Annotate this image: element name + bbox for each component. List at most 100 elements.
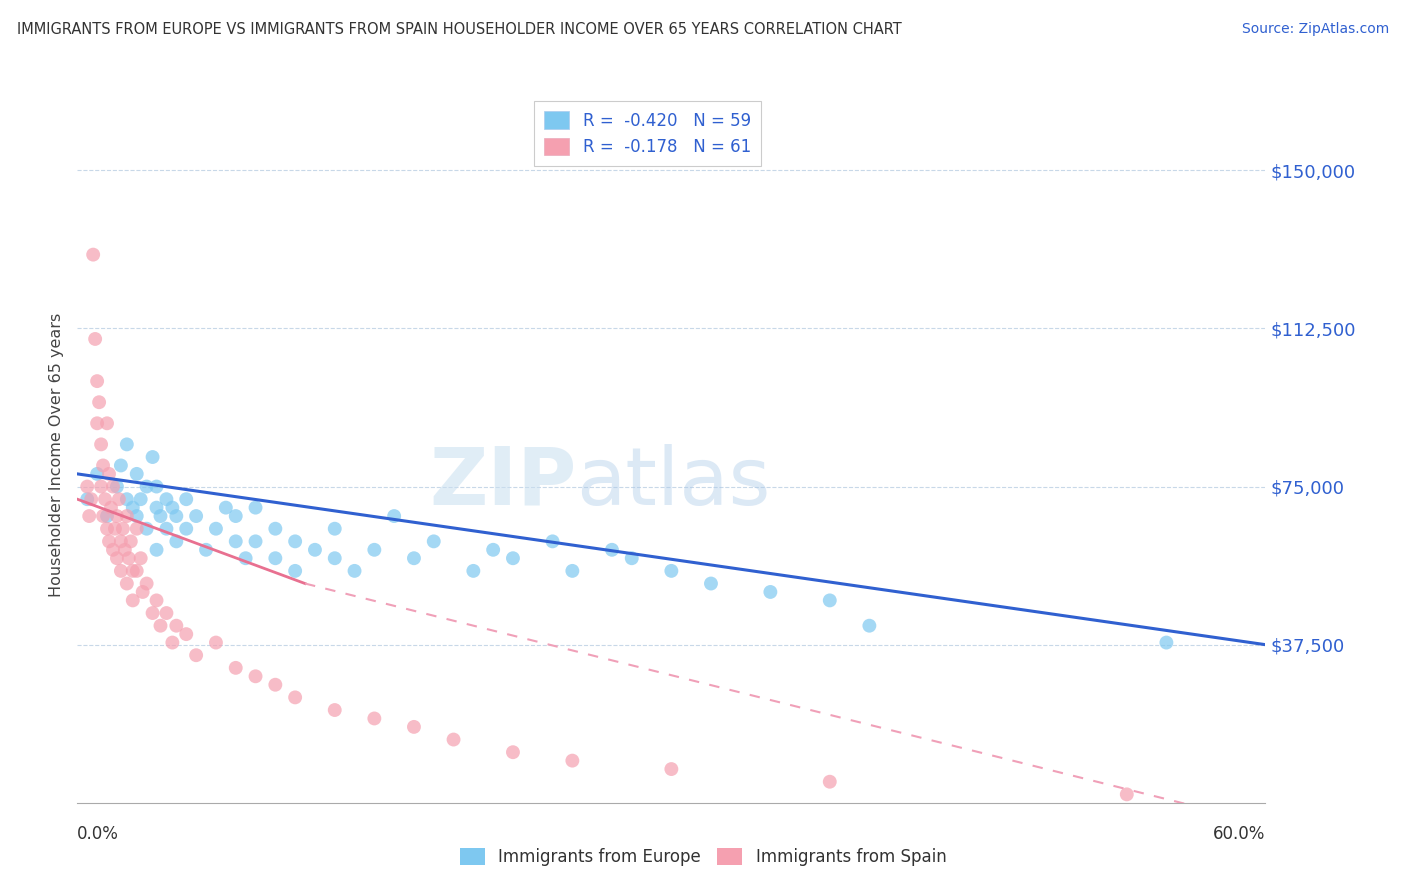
Point [86, 374, 108, 388]
Point [125, 522, 148, 536]
Point [323, 703, 346, 717]
Point [818, 774, 841, 789]
Point [284, 534, 307, 549]
Point [101, 542, 124, 557]
Point [382, 509, 405, 524]
Point [142, 450, 165, 464]
Point [100, 500, 122, 515]
Point [135, 479, 157, 493]
Point [96, 509, 118, 524]
Point [149, 618, 172, 632]
Point [225, 661, 247, 675]
Point [80, 492, 103, 507]
Point [121, 564, 143, 578]
Point [91, 509, 114, 524]
Point [98, 534, 121, 549]
Point [105, 479, 128, 493]
Legend: R =  -0.420   N = 59, R =  -0.178   N = 61: R = -0.420 N = 59, R = -0.178 N = 61 [534, 102, 761, 166]
Point [165, 509, 187, 524]
Point [96, 417, 118, 431]
Point [759, 585, 782, 599]
Point [131, 585, 153, 599]
Point [245, 669, 267, 683]
Point [135, 576, 157, 591]
Point [225, 509, 247, 524]
Point [264, 678, 287, 692]
Y-axis label: Householder Income Over 65 years: Householder Income Over 65 years [49, 313, 65, 597]
Point [110, 534, 132, 549]
Point [700, 576, 723, 591]
Point [284, 564, 307, 578]
Point [174, 522, 197, 536]
Point [1115, 788, 1137, 802]
Text: ZIP: ZIP [429, 443, 576, 522]
Point [82, 247, 104, 261]
Point [174, 492, 197, 507]
Point [264, 522, 287, 536]
Point [149, 509, 172, 524]
Point [115, 437, 138, 451]
Point [235, 551, 257, 566]
Point [76, 492, 98, 507]
Point [114, 542, 136, 557]
Point [86, 467, 108, 481]
Point [145, 593, 167, 607]
Point [104, 522, 127, 536]
Point [165, 618, 187, 632]
Point [94, 492, 117, 507]
Point [145, 479, 167, 493]
Point [343, 564, 366, 578]
Point [174, 627, 197, 641]
Point [125, 467, 148, 481]
Point [142, 606, 165, 620]
Point [145, 542, 167, 557]
Point [661, 564, 683, 578]
Point [121, 500, 143, 515]
Point [661, 762, 683, 776]
Point [402, 551, 425, 566]
Point [186, 509, 208, 524]
Point [145, 500, 167, 515]
Point [304, 542, 326, 557]
Legend: Immigrants from Europe, Immigrants from Spain: Immigrants from Europe, Immigrants from … [451, 840, 955, 875]
Point [620, 551, 643, 566]
Point [125, 564, 148, 578]
Point [541, 534, 564, 549]
Point [502, 551, 524, 566]
Point [115, 576, 138, 591]
Point [77, 509, 100, 524]
Point [105, 551, 128, 566]
Point [86, 417, 108, 431]
Point [111, 522, 134, 536]
Point [195, 542, 218, 557]
Point [162, 500, 184, 515]
Point [561, 564, 583, 578]
Text: atlas: atlas [576, 443, 770, 522]
Point [205, 522, 228, 536]
Point [96, 522, 118, 536]
Point [323, 551, 346, 566]
Point [600, 542, 623, 557]
Point [121, 593, 143, 607]
Point [120, 534, 142, 549]
Point [108, 492, 131, 507]
Point [91, 458, 114, 473]
Point [225, 534, 247, 549]
Point [363, 711, 385, 725]
Point [90, 479, 112, 493]
Point [155, 492, 177, 507]
Point [423, 534, 446, 549]
Point [215, 500, 238, 515]
Point [115, 509, 138, 524]
Point [245, 500, 267, 515]
Point [129, 551, 152, 566]
Point [858, 618, 880, 632]
Point [482, 542, 505, 557]
Point [561, 754, 583, 768]
Point [101, 479, 124, 493]
Text: 0.0%: 0.0% [77, 825, 120, 843]
Point [186, 648, 208, 663]
Point [76, 479, 98, 493]
Text: Source: ZipAtlas.com: Source: ZipAtlas.com [1241, 22, 1389, 37]
Point [1156, 635, 1178, 649]
